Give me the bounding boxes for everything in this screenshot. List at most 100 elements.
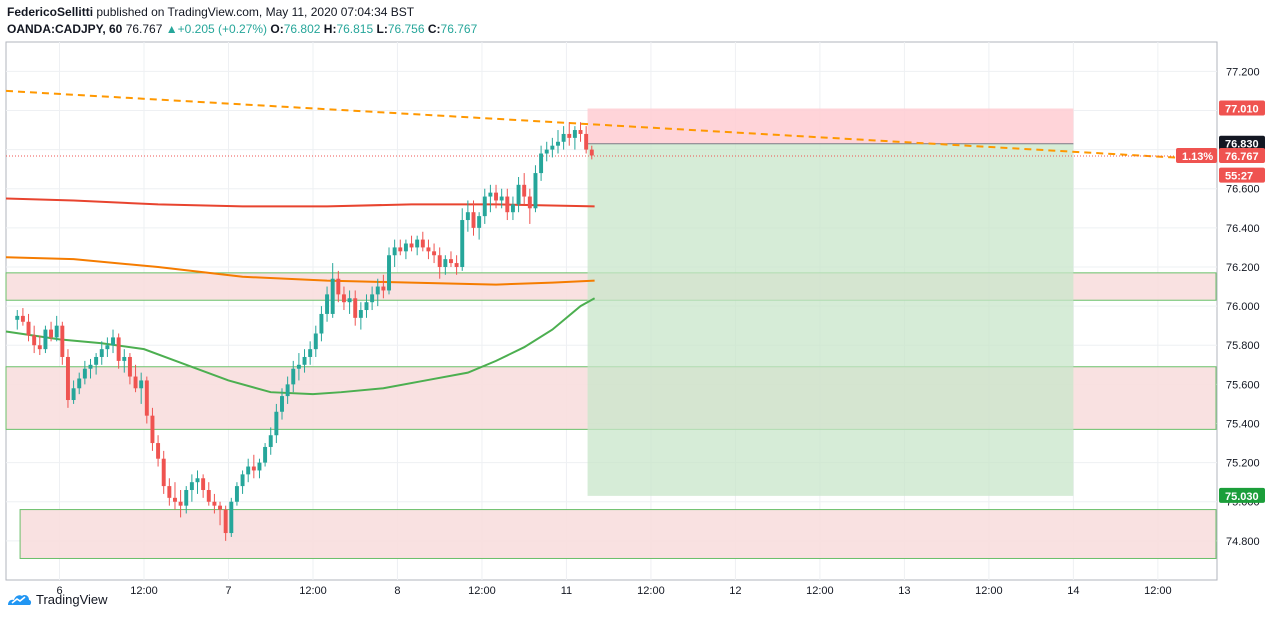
candle (572, 126, 577, 150)
candle (375, 278, 380, 307)
candle (167, 478, 172, 506)
x-tick-label: 12:00 (637, 585, 665, 597)
candle (341, 286, 346, 311)
x-tick-label: 11 (561, 585, 572, 597)
close-label: C: (427, 22, 441, 36)
candle-body (550, 145, 555, 150)
candle-body (533, 173, 538, 209)
candle-body (223, 509, 228, 534)
price-axis-label: 55:27 (1219, 167, 1265, 183)
x-tick-label: 7 (225, 585, 231, 597)
price-label-text: 55:27 (1225, 171, 1253, 183)
price-label-bg (1219, 167, 1265, 183)
candle (173, 482, 177, 510)
price-axis-label: 77.010 (1219, 100, 1265, 116)
y-tick-label: 75.600 (1226, 379, 1260, 391)
candle-body (65, 356, 70, 401)
candle-body (505, 196, 510, 213)
candle (443, 255, 448, 275)
candle (465, 200, 470, 232)
publish-info: FedericoSellitti published on TradingVie… (7, 5, 414, 19)
candle-body (426, 247, 431, 252)
open-label: O: (270, 22, 284, 36)
price-label-bg (1219, 100, 1265, 116)
candle-body (454, 263, 459, 267)
candle-body (94, 356, 99, 365)
low-label: L: (376, 22, 388, 36)
candle-body (308, 349, 313, 357)
candle (488, 184, 493, 213)
candle (510, 196, 515, 221)
candle (240, 470, 245, 494)
x-tick-label: 8 (394, 585, 400, 597)
candle (437, 247, 442, 279)
candle-body (353, 298, 358, 318)
x-tick-label: 13 (898, 585, 910, 597)
candle (127, 353, 132, 385)
candle-body (263, 446, 268, 463)
candle (268, 427, 273, 455)
candle (161, 450, 166, 494)
candle-body (20, 315, 25, 322)
candle (43, 325, 48, 354)
candle (105, 337, 110, 357)
candle (370, 286, 375, 311)
candle (494, 184, 499, 209)
close-value: 76.767 (440, 22, 478, 36)
price-label-bg (1219, 148, 1265, 164)
candle (234, 482, 239, 506)
candle-body (381, 286, 386, 291)
candle (398, 239, 403, 256)
candle-body (336, 278, 341, 295)
candle (94, 353, 99, 375)
candle-body (251, 466, 256, 471)
candle (589, 145, 594, 160)
candle-body (234, 486, 239, 502)
stop-loss-area (587, 108, 1074, 144)
candle-body (302, 356, 307, 365)
candle-body (173, 497, 177, 502)
candle-body (499, 196, 504, 201)
candle (37, 335, 42, 356)
footer-brand[interactable]: TradingView (6, 591, 108, 607)
symbol-label[interactable]: OANDA:CADJPY, 60 (7, 22, 123, 36)
candle (229, 497, 234, 537)
author-name[interactable]: FedericoSellitti (7, 5, 94, 19)
candle (516, 176, 521, 213)
candle (71, 380, 76, 404)
candle-body (212, 501, 217, 506)
candle-body (375, 286, 380, 295)
candle (111, 329, 115, 354)
candle-body (420, 239, 425, 248)
published-text: published on TradingView.com, May 11, 20… (96, 5, 415, 19)
candle (189, 474, 194, 502)
candle-body (437, 255, 442, 267)
candle-body (330, 278, 335, 314)
price-label-bg (1219, 135, 1265, 151)
candle-body (567, 133, 572, 138)
candle (505, 188, 510, 221)
candle-body (319, 313, 324, 334)
candle-body (325, 294, 330, 314)
candle (218, 501, 223, 526)
y-tick-label: 76.400 (1226, 223, 1260, 235)
candle-body (561, 133, 566, 142)
candle-body (544, 149, 549, 154)
candle (432, 243, 437, 264)
candle (178, 490, 183, 518)
candle-body (572, 130, 577, 138)
candle (150, 407, 155, 451)
candle-body (403, 243, 408, 252)
x-tick-label: 12 (729, 585, 741, 597)
price-label-text: 76.830 (1225, 139, 1259, 151)
candle-body (37, 345, 42, 350)
percent-badge: 1.13% (1176, 148, 1217, 164)
candle (302, 349, 307, 373)
candle-body (432, 251, 437, 256)
candle-body (516, 184, 521, 205)
candle (313, 325, 318, 357)
candle (533, 165, 538, 213)
candle-body (144, 380, 149, 416)
